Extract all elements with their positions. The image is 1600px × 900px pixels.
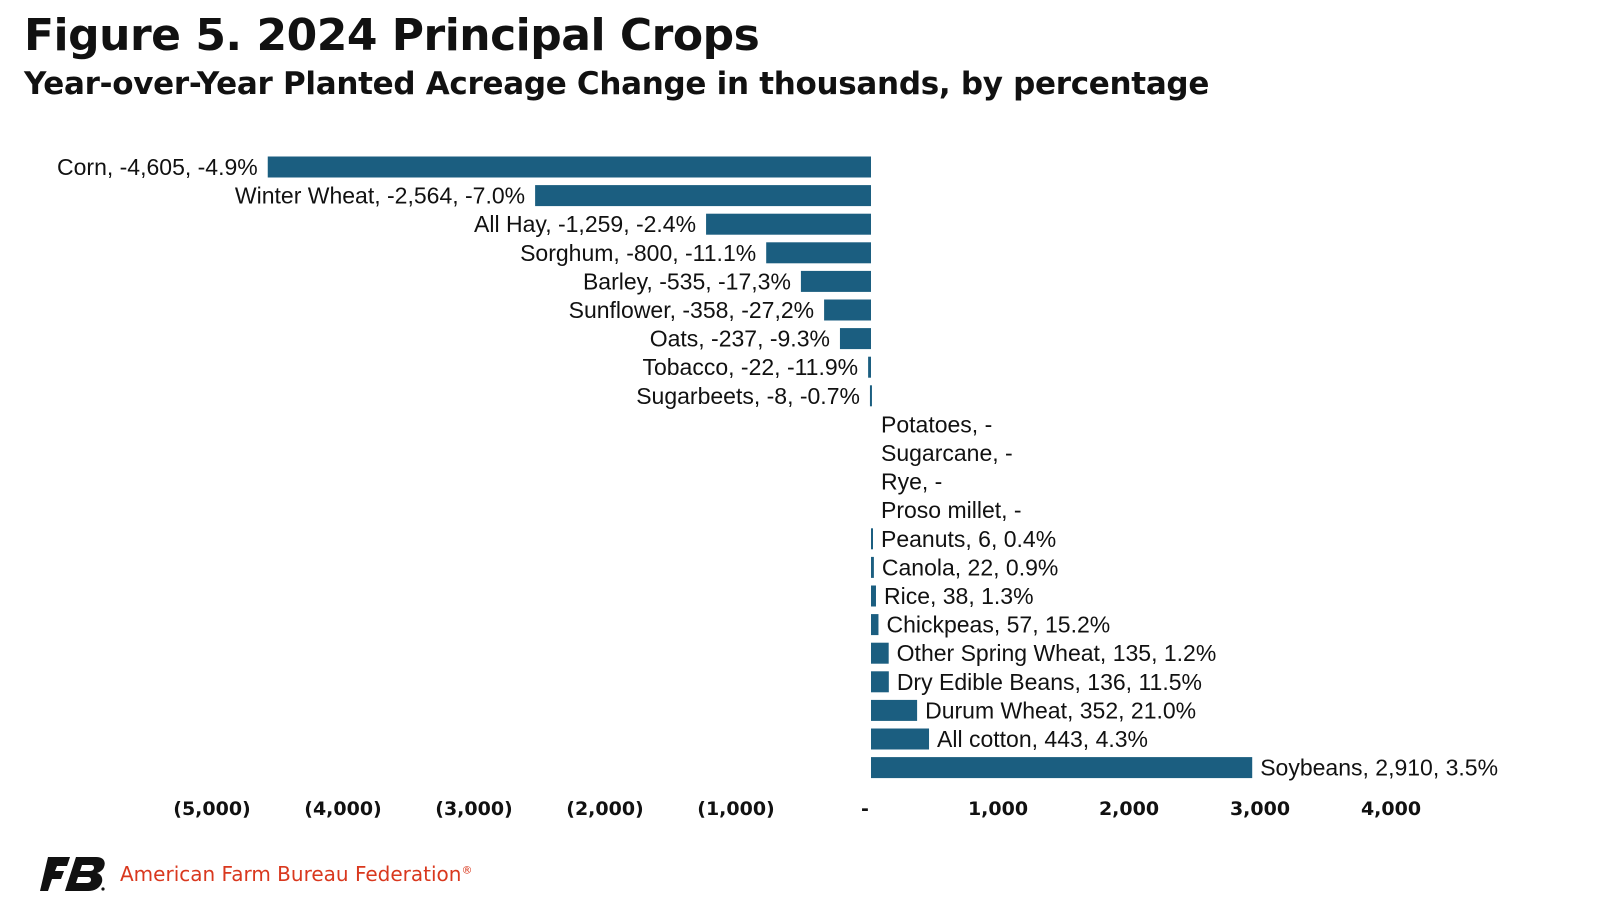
x-tick-label: 2,000 bbox=[1099, 798, 1159, 820]
data-label-soybeans: Soybeans, 2,910, 3.5% bbox=[1260, 755, 1498, 781]
bar-sunflower bbox=[824, 299, 871, 321]
footer: American Farm Bureau Federation® bbox=[40, 856, 472, 892]
bar-canola bbox=[871, 556, 874, 578]
data-label-potatoes: Potatoes, - bbox=[881, 411, 992, 437]
afbf-logo-icon bbox=[40, 857, 105, 891]
data-label-rice: Rice, 38, 1.3% bbox=[884, 583, 1034, 609]
data-label-sorghum: Sorghum, -800, -11.1% bbox=[520, 240, 756, 266]
data-label-proso-millet: Proso millet, - bbox=[881, 497, 1022, 523]
data-label-peanuts: Peanuts, 6, 0.4% bbox=[881, 526, 1056, 552]
x-tick-label: (3,000) bbox=[435, 798, 512, 820]
data-label-tobacco: Tobacco, -22, -11.9% bbox=[642, 354, 858, 380]
bar-soybeans bbox=[871, 757, 1253, 779]
data-label-canola: Canola, 22, 0.9% bbox=[882, 554, 1058, 580]
data-label-chickpeas: Chickpeas, 57, 15.2% bbox=[886, 612, 1110, 638]
x-tick-label: (1,000) bbox=[697, 798, 774, 820]
bar-peanuts bbox=[871, 528, 873, 550]
data-label-sugarbeets: Sugarbeets, -8, -0.7% bbox=[636, 383, 860, 409]
x-tick-label: 3,000 bbox=[1230, 798, 1290, 820]
x-tick-label: (4,000) bbox=[304, 798, 381, 820]
data-label-sugarcane: Sugarcane, - bbox=[881, 440, 1013, 466]
x-tick-label: 1,000 bbox=[968, 798, 1028, 820]
data-label-dry-edible-beans: Dry Edible Beans, 136, 11.5% bbox=[897, 669, 1202, 695]
x-tick-label: (2,000) bbox=[566, 798, 643, 820]
bar-tobacco bbox=[868, 356, 871, 378]
bar-rice bbox=[871, 585, 876, 607]
chart-title: Figure 5. 2024 Principal Crops bbox=[24, 10, 760, 61]
chart-subtitle: Year-over-Year Planted Acreage Change in… bbox=[24, 66, 1210, 102]
bar-sugarbeets bbox=[869, 385, 872, 407]
data-label-winter-wheat: Winter Wheat, -2,564, -7.0% bbox=[235, 183, 525, 209]
data-label-all-cotton: All cotton, 443, 4.3% bbox=[937, 726, 1148, 752]
bar-all-hay bbox=[706, 213, 871, 235]
bar-durum-wheat bbox=[871, 699, 918, 721]
bar-oats bbox=[839, 328, 871, 350]
data-label-all-hay: All Hay, -1,259, -2.4% bbox=[474, 211, 696, 237]
bar-chart: Corn, -4,605, -4.9% Winter Wheat, -2,564,… bbox=[57, 154, 1498, 820]
data-label-barley: Barley, -535, -17,3% bbox=[583, 268, 791, 294]
data-label-durum-wheat: Durum Wheat, 352, 21.0% bbox=[925, 697, 1196, 723]
bar-all-cotton bbox=[871, 728, 930, 750]
bar-corn bbox=[267, 156, 871, 178]
bar-sorghum bbox=[766, 242, 871, 264]
org-name: American Farm Bureau Federation® bbox=[120, 862, 473, 886]
data-label-rye: Rye, - bbox=[881, 469, 942, 495]
data-label-oats: Oats, -237, -9.3% bbox=[650, 326, 830, 352]
data-label-sunflower: Sunflower, -358, -27,2% bbox=[569, 297, 814, 323]
x-tick-label: 4,000 bbox=[1361, 798, 1421, 820]
data-label-corn: Corn, -4,605, -4.9% bbox=[57, 154, 258, 180]
data-label-other-spring-wheat: Other Spring Wheat, 135, 1.2% bbox=[897, 640, 1217, 666]
x-tick-label: - bbox=[861, 798, 869, 820]
bar-dry-edible-beans bbox=[871, 671, 889, 693]
bar-other-spring-wheat bbox=[871, 642, 889, 664]
x-tick-label: (5,000) bbox=[173, 798, 250, 820]
bar-chickpeas bbox=[871, 614, 879, 636]
bar-barley bbox=[800, 270, 871, 292]
bar-winter-wheat bbox=[535, 185, 871, 207]
